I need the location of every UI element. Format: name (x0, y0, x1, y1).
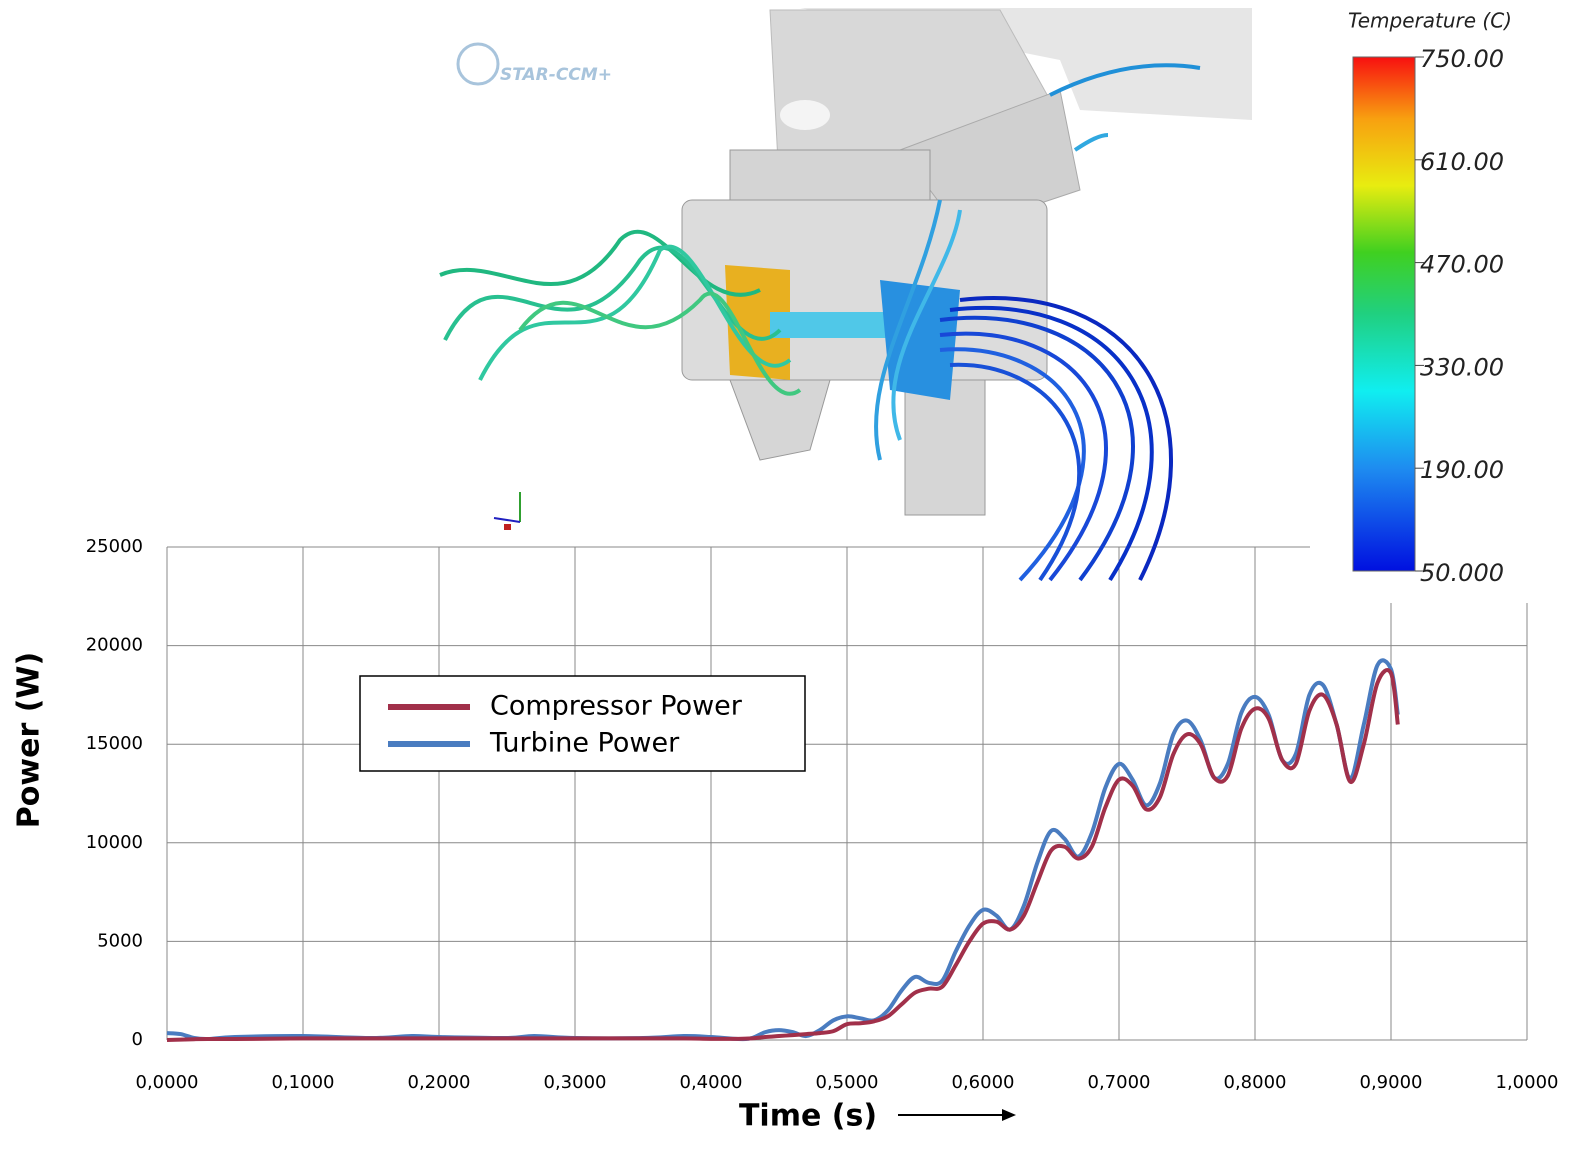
legend (359, 675, 806, 772)
x-tick-label: 0,3000 (544, 1072, 607, 1093)
arrow-head (1002, 1109, 1016, 1121)
grid: 0 5000 10000 15000 20000 25000 0,0000 0,1000 0,2… (86, 536, 1559, 1093)
x-tick-label: 0,8000 (1224, 1072, 1287, 1093)
axis-triad (504, 524, 511, 530)
x-tick-label: 0,6000 (952, 1072, 1015, 1093)
y-axis-title: Power (W) (12, 652, 47, 828)
x-tick-label: 0,4000 (680, 1072, 743, 1093)
plot-lines (166, 658, 1400, 1042)
colorbar-ticks: 750.00 610.00 470.00 330.00 190.00 50.000 (1415, 45, 1504, 587)
x-tick-label: 0,9000 (1360, 1072, 1423, 1093)
x-axis-title: Time (s) (739, 1099, 877, 1134)
colorbar-label: 190.00 (1420, 456, 1504, 484)
port (780, 100, 830, 130)
colorbar-label: 750.00 (1420, 45, 1504, 73)
streamline (939, 347, 1086, 582)
turbine-wheel (880, 280, 960, 400)
streamline (959, 296, 1174, 581)
colorbar-title: Temperature (C) (1348, 9, 1512, 33)
logo-icon (456, 42, 500, 86)
housing (729, 379, 831, 461)
legend-entries: Compressor Power Turbine Power (388, 691, 743, 759)
x-tick-label: 1,0000 (1496, 1072, 1559, 1093)
colorbar-label: 50.000 (1420, 559, 1504, 587)
streamline (518, 291, 802, 396)
colorbar-label: 470.00 (1420, 251, 1504, 279)
streamline (891, 209, 962, 441)
x-tick-label: 0,5000 (816, 1072, 879, 1093)
colorbar-label: 330.00 (1420, 353, 1504, 381)
y-tick-label: 10000 (86, 832, 143, 853)
housing (560, 8, 1252, 120)
streamline (939, 315, 1135, 582)
streamline (1073, 133, 1109, 152)
x-tick-label: 0,0000 (136, 1072, 199, 1093)
streamline (874, 199, 942, 461)
streamline (443, 245, 782, 341)
streamline (949, 306, 1154, 582)
streamline (478, 244, 792, 381)
x-tick-label: 0,1000 (272, 1072, 335, 1093)
cfd-image: STAR-CCM+ (439, 8, 1252, 582)
colorbar-label: 610.00 (1420, 148, 1504, 176)
streamline (949, 362, 1082, 582)
legend-label: Turbine Power (489, 728, 680, 759)
x-tick-label: 0,2000 (408, 1072, 471, 1093)
y-tick-label: 20000 (86, 635, 143, 656)
logo: STAR-CCM+ (500, 65, 612, 85)
colorbar (1352, 56, 1416, 572)
axis-triad (493, 517, 521, 523)
series-line (166, 668, 1400, 1042)
y-tick-label: 25000 (86, 536, 143, 557)
streamline (939, 331, 1108, 582)
streamline (1049, 63, 1201, 97)
x-tick-label: 0,7000 (1088, 1072, 1151, 1093)
y-tick-label: 0 (132, 1029, 143, 1050)
legend-label: Compressor Power (490, 691, 743, 722)
y-tick-label: 15000 (86, 733, 143, 754)
housing (904, 379, 986, 516)
flange (729, 149, 931, 201)
y-tick-label: 5000 (97, 930, 143, 951)
